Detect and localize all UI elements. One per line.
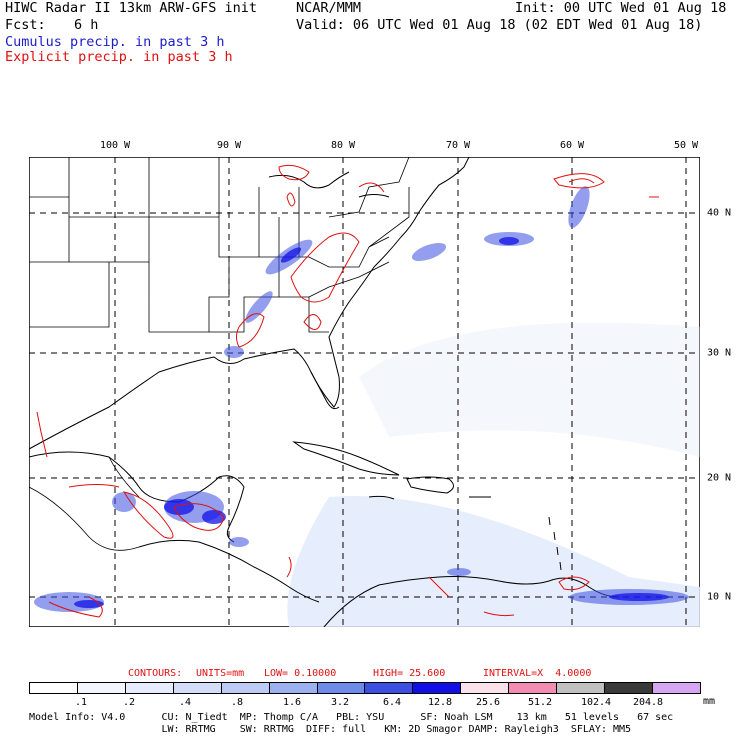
colorbar-label: 3.2: [330, 697, 350, 708]
lon-gridlines: [114, 157, 687, 627]
colorbar-segment: [365, 683, 414, 693]
colorbar-label: 25.6: [475, 697, 501, 708]
lon-label-50w: 50 W: [673, 140, 699, 151]
colorbar-label: 204.8: [632, 697, 664, 708]
colorbar-segment: [269, 683, 318, 693]
colorbar-unit: mm: [703, 696, 716, 707]
model-info-line2: LW: RRTMG SW: RRTMG DIFF: full KM: 2D Sm…: [29, 724, 632, 735]
legend-explicit: Explicit precip. in past 3 h: [5, 49, 233, 65]
lat-label-10n: 10 N: [707, 591, 732, 603]
legend-cumulus: Cumulus precip. in past 3 h: [5, 34, 225, 50]
colorbar-segment: [509, 683, 558, 693]
contours-units: UNITS=mm: [196, 668, 245, 679]
colorbar-segment: [221, 683, 270, 693]
lon-label-70w: 70 W: [445, 140, 471, 151]
fcst-value: 6 h: [74, 17, 99, 33]
lat-label-20n: 20 N: [707, 472, 732, 484]
lat-label-40n: 40 N: [707, 207, 732, 219]
precip-map: [29, 157, 700, 627]
colorbar-segment: [30, 683, 78, 693]
lon-label-100w: 100 W: [99, 140, 131, 151]
lon-label-90w: 90 W: [216, 140, 242, 151]
colorbar-segment: [413, 683, 462, 693]
colorbar-segment: [125, 683, 174, 693]
colorbar-segment: [77, 683, 126, 693]
colorbar-label: .4: [178, 697, 192, 708]
init-time: Init: 00 UTC Wed 01 Aug 18: [515, 0, 727, 16]
colorbar-segment: [317, 683, 366, 693]
cumulus-precip-core: [74, 237, 669, 608]
coastlines: [29, 157, 620, 627]
colorbar-label: 12.8: [427, 697, 453, 708]
colorbar-label: .1: [74, 697, 88, 708]
colorbar-label: .8: [230, 697, 244, 708]
colorbar-segment: [652, 683, 700, 693]
colorbar-label: 6.4: [382, 697, 402, 708]
explicit-precip: [36, 164, 659, 618]
colorbar-segment: [605, 683, 653, 693]
contours-label: CONTOURS:: [128, 668, 183, 679]
colorbar-segment: [557, 683, 606, 693]
lon-label-60w: 60 W: [559, 140, 585, 151]
colorbar-label: 51.2: [527, 697, 553, 708]
colorbar-segment: [461, 683, 510, 693]
chart-title: HIWC Radar II 13km ARW-GFS init: [5, 0, 257, 16]
contours-low: LOW= 0.10000: [264, 668, 337, 679]
contours-high: HIGH= 25.600: [373, 668, 446, 679]
model-info-line1: Model Info: V4.0 CU: N_Tiedt MP: Thomp C…: [29, 712, 674, 723]
lat-gridlines: [29, 212, 700, 598]
colorbar-segment: [173, 683, 222, 693]
contours-interval: INTERVAL=X 4.0000: [483, 668, 592, 679]
valid-time: Valid: 06 UTC Wed 01 Aug 18 (02 EDT Wed …: [296, 17, 703, 33]
lon-label-80w: 80 W: [330, 140, 356, 151]
colorbar-label: 102.4: [580, 697, 612, 708]
colorbar-label: .2: [122, 697, 136, 708]
fcst-label: Fcst:: [5, 17, 46, 33]
color-scale-bar: [29, 682, 701, 694]
colorbar-label: 1.6: [282, 697, 302, 708]
lat-label-30n: 30 N: [707, 347, 732, 359]
org-label: NCAR/MMM: [296, 0, 362, 16]
